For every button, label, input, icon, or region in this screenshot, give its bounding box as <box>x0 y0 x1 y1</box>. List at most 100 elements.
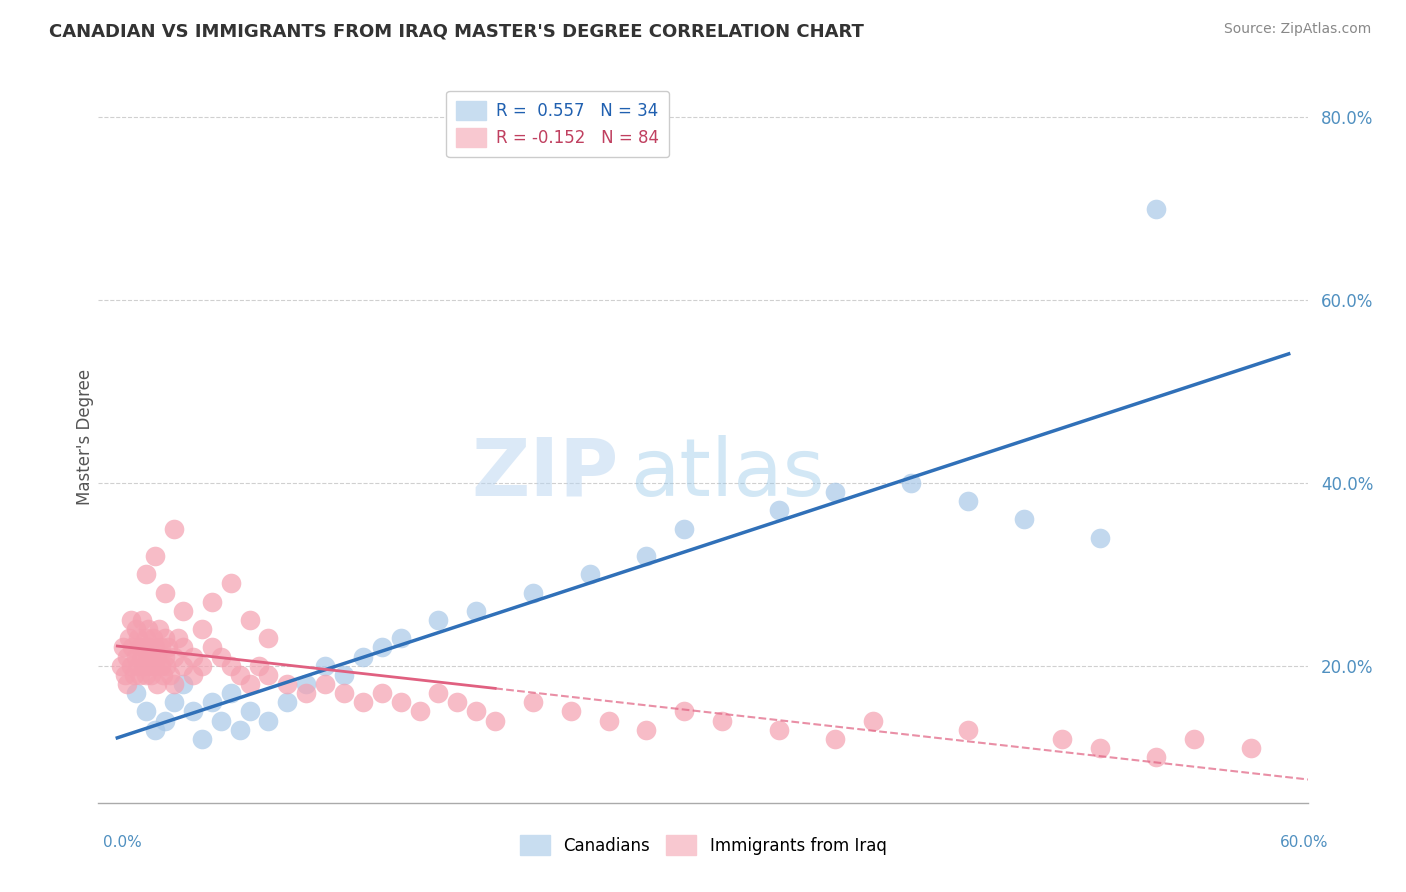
Point <box>132 658 155 673</box>
Point <box>219 576 242 591</box>
Point <box>157 640 180 655</box>
Point <box>247 658 270 673</box>
Point <box>138 658 160 673</box>
Point <box>191 731 214 746</box>
Point <box>135 667 157 681</box>
Point <box>152 667 174 681</box>
Y-axis label: Master's Degree: Master's Degree <box>76 369 94 505</box>
Point <box>163 649 186 664</box>
Point <box>163 521 186 535</box>
Point <box>120 658 142 673</box>
Point <box>768 723 790 737</box>
Point <box>125 649 148 664</box>
Point <box>598 714 620 728</box>
Point <box>276 695 298 709</box>
Point <box>166 632 188 646</box>
Point <box>115 677 138 691</box>
Point <box>768 503 790 517</box>
Point <box>1012 512 1035 526</box>
Point <box>333 667 356 681</box>
Point <box>127 632 149 646</box>
Point <box>135 632 157 646</box>
Point <box>239 677 262 691</box>
Text: ZIP: ZIP <box>471 434 619 513</box>
Point <box>465 705 488 719</box>
Text: 0.0%: 0.0% <box>103 836 142 850</box>
Point <box>239 613 262 627</box>
Point <box>408 705 430 719</box>
Point <box>636 723 658 737</box>
Point <box>163 695 186 709</box>
Point <box>371 686 394 700</box>
Point <box>191 658 214 673</box>
Point <box>522 695 544 709</box>
Point <box>129 640 152 655</box>
Point <box>560 705 582 719</box>
Point <box>143 658 166 673</box>
Point <box>333 686 356 700</box>
Text: CANADIAN VS IMMIGRANTS FROM IRAQ MASTER'S DEGREE CORRELATION CHART: CANADIAN VS IMMIGRANTS FROM IRAQ MASTER'… <box>49 22 865 40</box>
Point <box>153 585 176 599</box>
Point <box>314 677 336 691</box>
Point <box>142 632 165 646</box>
Point <box>127 658 149 673</box>
Point <box>125 686 148 700</box>
Point <box>371 640 394 655</box>
Point <box>143 549 166 563</box>
Point <box>153 714 176 728</box>
Point <box>181 705 204 719</box>
Point <box>522 585 544 599</box>
Point <box>138 640 160 655</box>
Point <box>149 658 172 673</box>
Point <box>141 667 163 681</box>
Point <box>389 632 412 646</box>
Point <box>427 686 450 700</box>
Point <box>824 731 846 746</box>
Point <box>352 695 374 709</box>
Point <box>191 622 214 636</box>
Point <box>219 686 242 700</box>
Point <box>181 649 204 664</box>
Point <box>149 640 172 655</box>
Text: atlas: atlas <box>630 434 825 513</box>
Point <box>824 485 846 500</box>
Point <box>181 667 204 681</box>
Point <box>111 640 134 655</box>
Point <box>201 594 224 608</box>
Point <box>121 640 143 655</box>
Point <box>446 695 468 709</box>
Point <box>257 714 280 728</box>
Point <box>172 640 194 655</box>
Point <box>389 695 412 709</box>
Point <box>484 714 506 728</box>
Text: Source: ZipAtlas.com: Source: ZipAtlas.com <box>1223 22 1371 37</box>
Point <box>956 494 979 508</box>
Text: 60.0%: 60.0% <box>1281 836 1329 850</box>
Point <box>153 649 176 664</box>
Point <box>710 714 733 728</box>
Point <box>110 658 132 673</box>
Point <box>132 640 155 655</box>
Point <box>427 613 450 627</box>
Point <box>295 677 318 691</box>
Point <box>257 632 280 646</box>
Point <box>124 667 146 681</box>
Point <box>153 632 176 646</box>
Point <box>136 649 159 664</box>
Point <box>209 714 232 728</box>
Point <box>118 632 141 646</box>
Point <box>673 521 696 535</box>
Point <box>135 705 157 719</box>
Point <box>129 667 152 681</box>
Point <box>1050 731 1073 746</box>
Point <box>172 604 194 618</box>
Point <box>956 723 979 737</box>
Point <box>146 677 169 691</box>
Point <box>219 658 242 673</box>
Point <box>114 667 136 681</box>
Point <box>1088 531 1111 545</box>
Point <box>172 658 194 673</box>
Point <box>136 622 159 636</box>
Point <box>131 613 153 627</box>
Point <box>120 613 142 627</box>
